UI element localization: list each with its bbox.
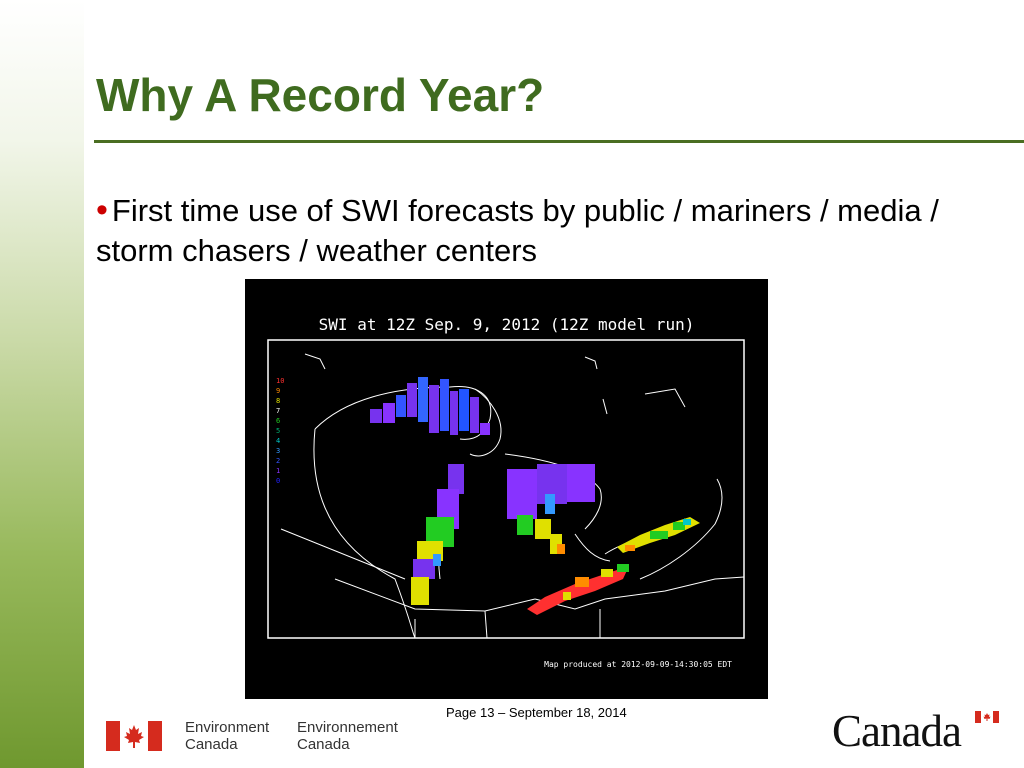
lake-ontario-swi [617,517,700,553]
scale-value: 1 [276,467,281,475]
map-title: SWI at 12Z Sep. 9, 2012 (12Z model run) [318,315,695,334]
coastline-outlines [280,353,745,639]
dept-name-english: Environment Canada [185,719,269,753]
scale-value: 2 [276,457,281,465]
lake-huron-swi [507,464,595,554]
dept-en-line2: Canada [185,736,238,753]
bullet-item: • First time use of SWI forecasts by publ… [96,190,1006,271]
scale-value: 3 [276,447,281,455]
dept-fr-line1: Environnement [297,719,398,736]
canada-flag-icon [106,721,162,751]
swi-map-image: SWI at 12Z Sep. 9, 2012 (12Z model run) … [245,279,768,699]
map-frame [267,339,745,639]
page-number: Page 13 – September 18, 2014 [446,705,627,720]
slide-title: Why A Record Year? [96,69,545,121]
swi-color-scale: 10 9 8 7 6 5 4 3 2 1 0 [276,376,284,486]
scale-value: 6 [276,417,281,425]
scale-value: 9 [276,387,281,395]
scale-value: 5 [276,427,281,435]
map-timestamp: Map produced at 2012-09-09-14:30:05 EDT [544,660,732,669]
scale-value: 8 [276,397,281,405]
dept-name-french: Environnement Canada [297,719,398,753]
dept-en-line1: Environment [185,719,270,736]
lake-superior-swi [370,377,490,435]
lake-michigan-swi [411,464,464,605]
wordmark-flag-icon [975,711,999,723]
canada-wordmark: Canada [832,706,962,756]
bullet-text: First time use of SWI forecasts by publi… [96,193,939,268]
title-divider [94,140,1024,143]
scale-value: 4 [276,437,281,445]
dept-fr-line2: Canada [297,736,350,753]
decorative-sidebar [0,0,84,768]
great-lakes-map [267,339,745,639]
scale-value: 10 [276,377,285,385]
scale-value: 7 [276,407,281,415]
scale-value: 0 [276,477,281,485]
lake-erie-swi [527,564,629,615]
bullet-dot-icon: • [96,191,108,229]
